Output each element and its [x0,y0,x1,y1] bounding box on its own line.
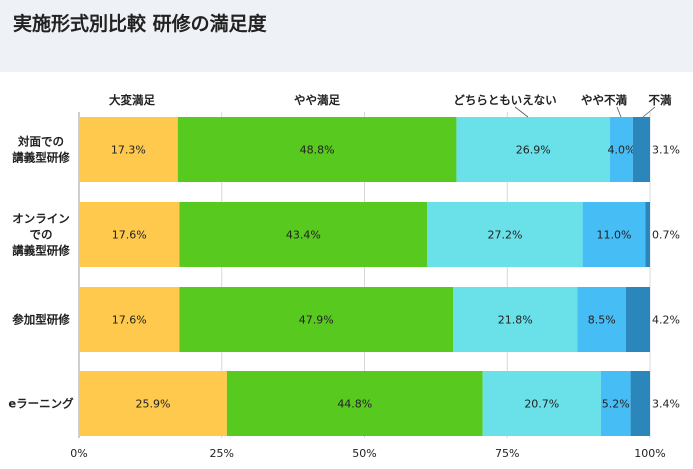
category-label: 参加型研修 [11,313,70,327]
x-tick-label: 0% [70,447,87,460]
legend: 大変満足 やや満足 どちらともいえない やや不満 不満 [109,93,672,118]
bar-segment [79,202,180,267]
x-axis-ticks: 0% 25% 50% 75% 100% [70,447,665,460]
bar-segment [427,202,583,267]
value-label: 8.5% [588,314,616,327]
value-label: 21.8% [498,314,533,327]
x-tick-label: 75% [495,447,519,460]
legend-label: やや不満 [581,93,627,107]
value-label: 3.1% [652,144,680,157]
bar-segment [610,117,633,182]
category-label: 講義型研修 [12,244,70,258]
value-label: 47.9% [299,314,334,327]
value-label: 20.7% [524,398,559,411]
value-label: 3.4% [652,398,680,411]
bar-segment [456,117,611,182]
x-tick-label: 25% [210,447,234,460]
value-label: 0.7% [652,229,680,242]
bar-segment [645,202,650,267]
bar-segment [79,371,227,436]
legend-label: 大変満足 [109,93,155,107]
bars: 17.3% 48.8% 26.9% 4.0% 3.1% 17.6% 43.4% 27.2% 11… [79,117,680,436]
legend-leader-line [642,106,656,118]
value-label: 43.4% [286,229,321,242]
bar-segment [577,287,627,352]
bar-segment [79,117,178,182]
x-tick-label: 50% [352,447,376,460]
value-label: 48.8% [300,144,335,157]
legend-leader-line [514,106,529,118]
bar-segment [179,287,454,352]
bar-segment [226,371,483,436]
legend-leader-line [616,106,622,118]
value-label: 17.6% [112,314,147,327]
value-label: 44.8% [337,398,372,411]
bar-segment [179,202,428,267]
value-label: 5.2% [602,398,630,411]
bar-segment [482,371,601,436]
title-banner [0,0,693,72]
value-label: 4.2% [652,314,680,327]
category-label: オンライン [12,212,70,226]
value-label: 27.2% [487,229,522,242]
legend-label: どちらともいえない [453,93,556,107]
category-label: 講義型研修 [12,151,70,165]
bar-segment [79,287,180,352]
bar-segment [600,371,631,436]
value-label: 25.9% [135,398,170,411]
value-label: 17.6% [112,229,147,242]
legend-label: 不満 [649,93,672,107]
page-title: 実施形式別比較 研修の満足度 [13,13,267,35]
category-label: 対面での [17,135,64,149]
value-label: 11.0% [597,229,632,242]
bar-segment [177,117,457,182]
category-label: での [30,228,53,242]
bar-segment [626,287,650,352]
legend-label: やや満足 [294,93,340,107]
bar-segment [582,202,646,267]
x-tick-label: 100% [634,447,665,460]
bar-segment [632,117,650,182]
bar-segment [630,371,650,436]
bar-segment [453,287,578,352]
category-label: eラーニング [8,397,74,411]
value-label: 4.0% [607,144,635,157]
value-label: 26.9% [516,144,551,157]
value-label: 17.3% [111,144,146,157]
